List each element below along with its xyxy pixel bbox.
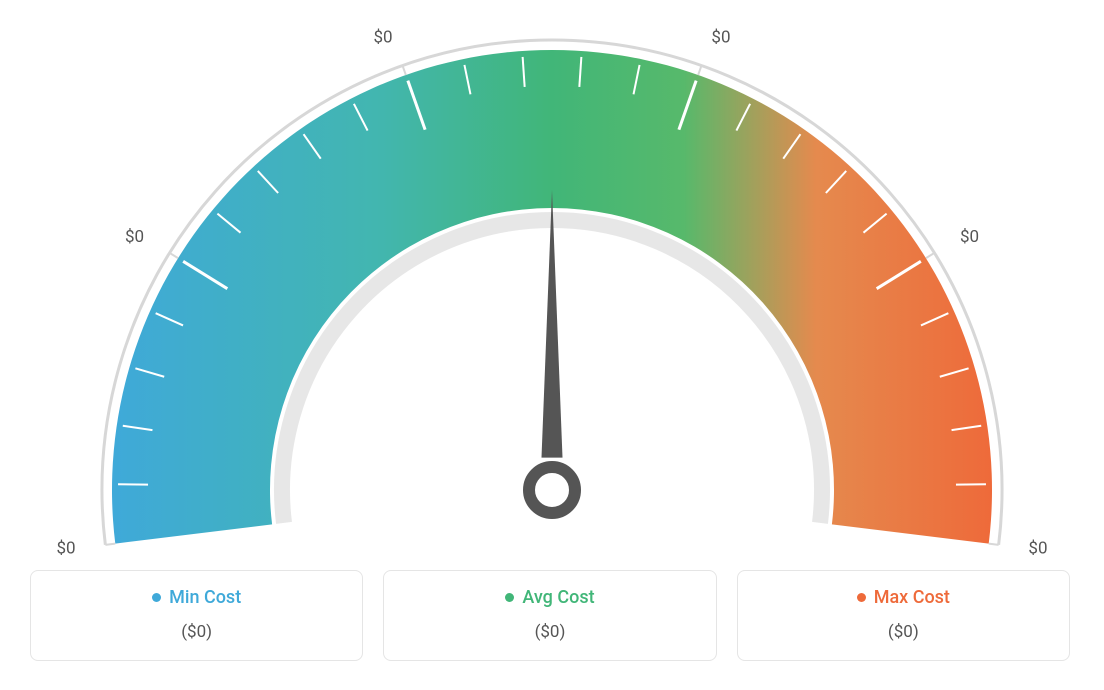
gauge-label: $0 [711, 27, 730, 47]
gauge-outer-tick [989, 544, 999, 545]
gauge-needle-hub [529, 467, 575, 513]
dot-icon [505, 593, 514, 602]
dot-icon [857, 593, 866, 602]
gauge-outer-tick [105, 544, 115, 545]
legend-text: Avg Cost [522, 587, 594, 608]
gauge-needle [541, 190, 562, 458]
legend-card-max: Max Cost ($0) [737, 570, 1070, 661]
legend-value-avg: ($0) [384, 622, 715, 642]
gauge-label: $0 [125, 227, 144, 247]
legend-label-min: Min Cost [152, 587, 241, 608]
legend-text: Max Cost [874, 587, 950, 608]
legend-value-min: ($0) [31, 622, 362, 642]
gauge-label: $0 [960, 227, 979, 247]
legend-label-max: Max Cost [857, 587, 950, 608]
gauge-outer-tick [403, 66, 406, 75]
gauge-chart: $0 $0 $0 $0 $0 $0 [0, 0, 1104, 560]
gauge-label: $0 [1028, 538, 1047, 558]
legend-card-min: Min Cost ($0) [30, 570, 363, 661]
legend-label-avg: Avg Cost [505, 587, 594, 608]
legend-row: Min Cost ($0) Avg Cost ($0) Max Cost ($0… [30, 570, 1070, 661]
legend-value-max: ($0) [738, 622, 1069, 642]
gauge-label: $0 [56, 538, 75, 558]
gauge-outer-tick [926, 253, 934, 258]
gauge-outer-tick [698, 66, 701, 75]
gauge-label: $0 [373, 27, 392, 47]
legend-card-avg: Avg Cost ($0) [383, 570, 716, 661]
dot-icon [152, 593, 161, 602]
legend-text: Min Cost [169, 587, 241, 608]
gauge-outer-tick [170, 253, 178, 258]
gauge-svg: $0 $0 $0 $0 $0 $0 [0, 0, 1104, 560]
